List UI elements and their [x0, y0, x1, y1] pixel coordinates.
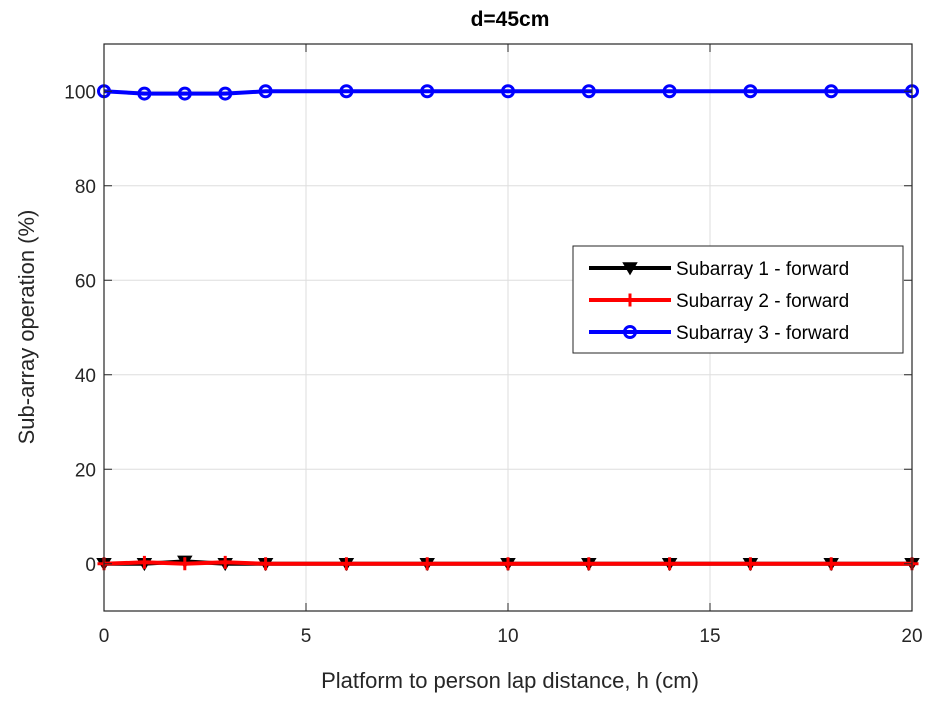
ticks: 0 5 10 15 20 0 20 40 60 80 100 [64, 44, 923, 647]
x-tick-label: 10 [497, 626, 518, 647]
data-point [339, 557, 353, 571]
y-tick-label: 0 [85, 555, 96, 576]
chart-title: d=45cm [471, 8, 550, 31]
data-point [824, 84, 839, 99]
y-tick-label: 20 [75, 460, 96, 481]
x-axis-label: Platform to person lap distance, h (cm) [321, 668, 699, 693]
y-tick-label: 60 [75, 271, 96, 292]
data-point [824, 557, 838, 571]
legend: Subarray 1 - forward Subarray 2 - forward… [572, 245, 904, 354]
data-point [501, 84, 515, 99]
data-point [743, 84, 758, 99]
legend-marker [623, 293, 637, 307]
y-tick-label: 80 [75, 177, 96, 198]
x-tick-label: 5 [301, 626, 312, 647]
data-point [581, 84, 596, 99]
legend-items: Subarray 1 - forward Subarray 2 - forward… [589, 259, 849, 344]
legend-item: Subarray 3 - forward [589, 323, 849, 344]
legend-label: Subarray 2 - forward [676, 291, 849, 312]
data-point [259, 557, 273, 571]
data-point [137, 555, 151, 569]
x-tick-label: 0 [99, 626, 110, 647]
data-point [218, 555, 232, 569]
data-point [420, 557, 434, 571]
y-axis-label: Sub-array operation (%) [14, 210, 39, 445]
data-point [743, 557, 757, 571]
y-tick-label: 100 [64, 82, 96, 103]
x-tick-label: 15 [699, 626, 720, 647]
data-point [339, 84, 354, 99]
data-point [178, 557, 192, 571]
data-point [501, 557, 515, 571]
x-tick-label: 20 [901, 626, 922, 647]
legend-item: Subarray 1 - forward [589, 259, 849, 280]
series-layer [96, 84, 920, 572]
y-tick-label: 40 [75, 366, 96, 387]
data-point [663, 557, 677, 571]
legend-label: Subarray 3 - forward [676, 323, 849, 344]
legend-label: Subarray 1 - forward [676, 259, 849, 280]
data-point [177, 86, 192, 101]
data-point [662, 84, 677, 99]
legend-item: Subarray 2 - forward [589, 291, 849, 312]
data-point [218, 86, 233, 101]
data-point [137, 86, 152, 101]
series-line [103, 89, 912, 96]
legend-marker [623, 325, 637, 339]
data-point [420, 84, 435, 99]
data-point [582, 557, 596, 571]
data-point [258, 84, 273, 99]
legend-marker [622, 262, 638, 276]
